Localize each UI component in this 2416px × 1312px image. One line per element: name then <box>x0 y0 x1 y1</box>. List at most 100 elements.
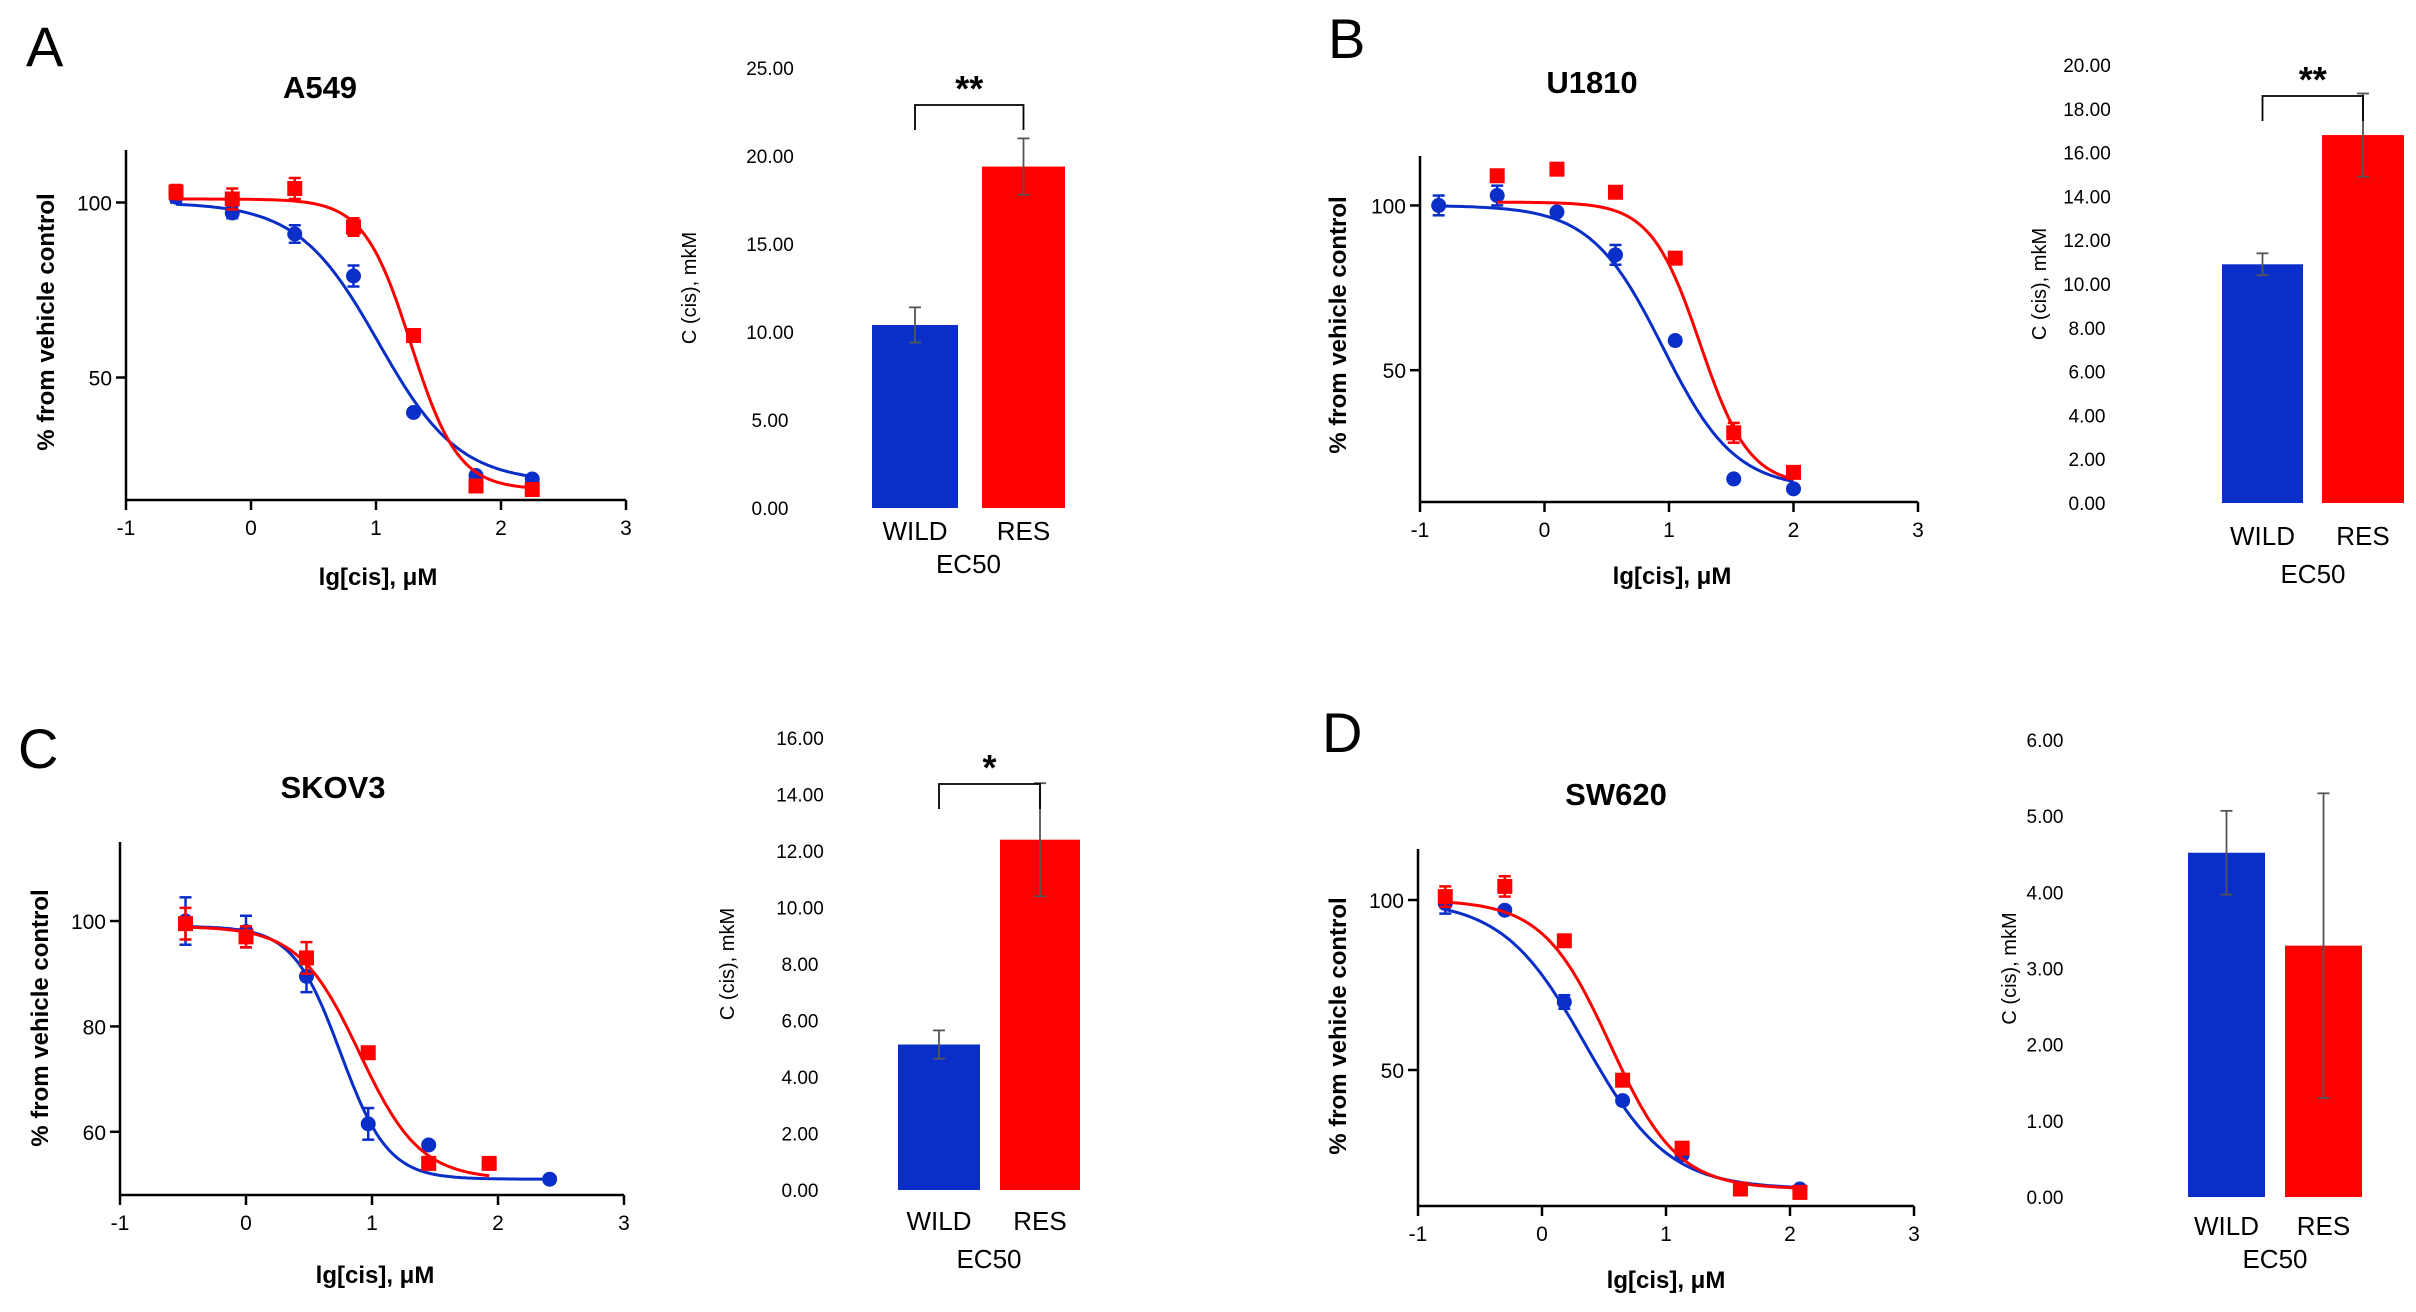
panel-b-y-tick-label: 100 <box>1371 195 1406 218</box>
panel-a-bar-y-tick-label: 25.00 <box>746 59 794 80</box>
panel-c-x-tick-label: 2 <box>492 1212 504 1235</box>
panel-c-y-tick-label: 80 <box>83 1016 106 1039</box>
panel-b-bar-y-tick-label: 2.00 <box>2069 450 2106 471</box>
panel-c-res-fit-curve <box>185 925 490 1178</box>
panel-d-xlabel: lg[cis], μM <box>1607 1267 1726 1294</box>
panel-c-res-point <box>238 929 254 945</box>
panel-d-res-point <box>1437 889 1453 905</box>
panel-c-x-tick-label: -1 <box>111 1212 130 1235</box>
panel-c-res-point <box>298 950 314 966</box>
panel-d-ylabel: % from vehicle control <box>1325 897 1352 1154</box>
panel-d-x-tick-label: -1 <box>1409 1223 1428 1246</box>
panel-b-res-point <box>1549 161 1565 177</box>
panel-c-xlabel: lg[cis], μM <box>316 1262 435 1289</box>
panel-c-ylabel: % from vehicle control <box>27 889 54 1146</box>
panel-b-wild-point <box>1607 247 1623 263</box>
panel-a-wild-fit-curve <box>175 202 533 478</box>
panel-d-res-point <box>1674 1140 1690 1156</box>
panel-a-x-tick-label: 2 <box>495 517 507 540</box>
panel-a-res-point <box>468 478 484 494</box>
panel-d-bar-wild <box>2188 852 2265 1197</box>
panel-a-res-point <box>346 219 361 235</box>
panel-d-bar-y-tick-label: 1.00 <box>2027 1112 2064 1133</box>
panel-b-wild-point <box>1489 188 1505 204</box>
panel-b-significance-bracket <box>2261 95 2364 121</box>
panel-d-y-tick-label: 50 <box>1381 1060 1404 1083</box>
panel-b-bar-y-tick-label: 8.00 <box>2069 319 2106 340</box>
panel-d-x-tick-label: 1 <box>1660 1223 1672 1246</box>
panel-c-x-tick-label: 3 <box>618 1212 630 1235</box>
panel-b-bar-y-tick-label: 0.00 <box>2069 494 2106 515</box>
panel-d-x-tick-label: 0 <box>1536 1223 1548 1246</box>
panel-b-ec50-bar-chart: 0.00 2.00 4.00 6.00 8.00 10.00 12.00 14.00 16.00… <box>2029 56 2404 589</box>
panel-c-bar-x-label: EC50 <box>956 1244 1021 1274</box>
panel-b-title: U1810 <box>1546 65 1637 100</box>
panel-b-wild-point <box>1726 471 1742 487</box>
panel-a-bar-res <box>982 166 1065 508</box>
panel-b-bar-y-tick-label: 16.00 <box>2063 144 2111 165</box>
panel-d-ec50-bar-chart: 0.00 1.00 2.00 3.00 4.00 5.00 6.00 C (cis), mkM… <box>1999 731 2362 1274</box>
panel-letter-b: B <box>1328 7 1365 70</box>
panel-c-bar-y-label: C (cis), mkM <box>717 908 739 1020</box>
panel-d-res-point <box>1615 1072 1631 1088</box>
panel-b-res-point <box>1786 464 1801 480</box>
panel-d-bar-y-tick-label: 2.00 <box>2027 1036 2064 1057</box>
panel-c-bar-y-tick-label: 6.00 <box>782 1012 819 1033</box>
panel-a-significance-bracket <box>914 104 1025 130</box>
panel-a-wild-point <box>346 268 361 284</box>
panel-c-bar-y-tick-label: 12.00 <box>776 842 824 863</box>
panel-b-res-point <box>1726 425 1742 441</box>
panel-b-bar-category-wild: WILD <box>2230 521 2295 551</box>
panel-a-bar-category-res: RES <box>997 516 1050 546</box>
panel-b-wild-point <box>1786 481 1801 497</box>
panel-a-x-tick-label: -1 <box>117 517 136 540</box>
panel-b-dose-response-plot: -1 0 1 2 3 50 100 <box>1371 156 1924 542</box>
panel-a-y-tick-label: 50 <box>89 368 112 391</box>
panel-a-bar-category-wild: WILD <box>883 516 948 546</box>
panel-d-wild-fit-curve <box>1444 908 1800 1189</box>
panel-b-y-tick-label: 50 <box>1383 360 1406 383</box>
panel-b-res-point <box>1607 184 1623 200</box>
panel-b-x-tick-label: -1 <box>1411 519 1430 542</box>
panel-d-wild-point <box>1556 994 1572 1010</box>
panel-c-wild-point <box>542 1171 558 1187</box>
panel-b-wild-point <box>1549 204 1565 220</box>
panel-b-bar-y-label: C (cis), mkM <box>2029 228 2051 340</box>
panel-c-bar-y-tick-label: 16.00 <box>776 729 824 750</box>
panel-b-bar-y-tick-label: 18.00 <box>2063 100 2111 121</box>
panel-b-bar-res <box>2322 135 2404 503</box>
panel-c-bar-category-wild: WILD <box>907 1206 972 1236</box>
panel-c-dose-response-plot: -1 0 1 2 3 60 80 100 <box>71 842 630 1235</box>
panel-a-bar-y-tick-label: 15.00 <box>746 235 794 256</box>
panel-a-bar-x-label: EC50 <box>936 549 1001 579</box>
panel-letter-c: C <box>18 717 58 780</box>
panel-a-y-tick-label: 100 <box>77 193 112 216</box>
panel-c-title: SKOV3 <box>280 770 385 805</box>
panel-c-bar-y-tick-label: 4.00 <box>782 1068 819 1089</box>
panel-b-xlabel: lg[cis], μM <box>1613 563 1732 590</box>
panel-a-significance-label: ** <box>955 68 983 109</box>
panel-b-bar-y-tick-label: 6.00 <box>2069 363 2106 384</box>
panel-b-res-fit-curve <box>1497 200 1794 481</box>
panel-a-res-point <box>224 191 240 207</box>
panel-b-bar-category-res: RES <box>2336 521 2389 551</box>
panel-a-ec50-bar-chart: 0.00 5.00 10.00 15.00 20.00 25.00 C (cis), mkM… <box>679 59 1065 579</box>
panel-a-x-tick-label: 3 <box>620 517 632 540</box>
panel-d-res-point <box>1556 933 1572 949</box>
panel-c-y-tick-label: 100 <box>71 911 106 934</box>
panel-a-res-point <box>287 181 303 196</box>
panel-letter-d: D <box>1322 701 1362 764</box>
panel-a-title: A549 <box>283 70 357 105</box>
panel-b-bar-y-tick-label: 20.00 <box>2063 56 2111 77</box>
panel-c-significance-bracket <box>938 783 1041 809</box>
panel-c-res-point <box>481 1155 497 1171</box>
panel-d-bar-y-label: C (cis), mkM <box>1999 912 2021 1024</box>
panel-c-bar-y-tick-label: 10.00 <box>776 899 824 920</box>
panel-a-res-point <box>406 328 421 343</box>
panel-a-dose-response-plot: -1 0 1 2 3 50 100 <box>77 150 632 540</box>
panel-c-x-tick-label: 1 <box>366 1212 378 1235</box>
panel-a-xlabel: lg[cis], μM <box>319 564 438 591</box>
panel-c-wild-point <box>421 1137 437 1153</box>
panel-a-bar-y-tick-label: 5.00 <box>752 411 789 432</box>
panel-a-res-fit-curve <box>176 197 533 490</box>
